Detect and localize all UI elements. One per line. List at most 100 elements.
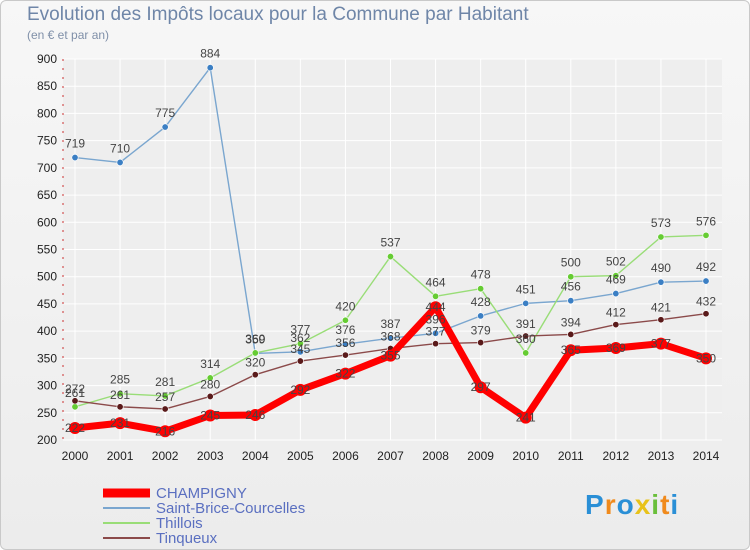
thillois-point <box>612 272 620 280</box>
champigny-point <box>204 409 217 422</box>
thillois-point <box>116 390 124 398</box>
thillois-data-label: 377 <box>290 323 310 337</box>
x-tick-label: 2005 <box>287 449 314 463</box>
y-tick-label: 800 <box>37 106 57 120</box>
logo-letter: P <box>585 489 605 520</box>
x-tick-label: 2001 <box>107 449 134 463</box>
thillois-data-label: 314 <box>200 357 220 371</box>
thillois-data-label: 285 <box>110 373 130 387</box>
tinqueux-point <box>296 357 304 365</box>
thillois-data-label: 478 <box>471 268 491 282</box>
saint_brice-data-label: 428 <box>471 295 491 309</box>
champigny-data-label: 322 <box>335 367 355 381</box>
champigny-data-label: 292 <box>290 383 310 397</box>
y-tick-label: 450 <box>37 297 57 311</box>
y-tick-label: 350 <box>37 351 57 365</box>
tinqueux-data-label: 345 <box>290 342 310 356</box>
x-tick-label: 2008 <box>422 449 449 463</box>
tinqueux-data-label: 280 <box>200 377 220 391</box>
saint_brice-data-label: 884 <box>200 47 220 61</box>
y-tick-label: 400 <box>37 324 57 338</box>
thillois-data-label: 573 <box>651 216 671 230</box>
logo-letter: x <box>634 489 652 520</box>
champigny-data-label: 241 <box>516 411 536 425</box>
tinqueux-point <box>206 392 214 400</box>
champigny-data-label: 246 <box>245 408 265 422</box>
thillois-point <box>71 403 79 411</box>
proxiti-logo: Proxiti <box>585 489 679 521</box>
y-tick-label: 250 <box>37 406 57 420</box>
champigny-data-label: 222 <box>65 421 85 435</box>
tinqueux-point <box>612 321 620 329</box>
saint_brice-point <box>657 278 665 286</box>
saint_brice-point <box>341 340 349 348</box>
saint_brice-point <box>116 158 124 166</box>
champigny-point <box>519 411 532 424</box>
thillois-point <box>567 273 575 281</box>
champigny-data-label: 355 <box>380 349 400 363</box>
legend-label-champigny: CHAMPIGNY <box>156 485 247 502</box>
champigny-data-label: 297 <box>471 380 491 394</box>
saint_brice-point <box>432 329 440 337</box>
thillois-point <box>296 340 304 348</box>
tinqueux-point <box>657 316 665 324</box>
tinqueux-data-label: 432 <box>696 295 716 309</box>
tinqueux-point <box>71 397 79 405</box>
champigny-point <box>654 337 667 350</box>
tinqueux-data-label: 272 <box>65 382 85 396</box>
saint_brice-point <box>477 312 485 320</box>
champigny-data-label: 365 <box>561 343 581 357</box>
tinqueux-data-label: 356 <box>335 336 355 350</box>
y-tick-label: 700 <box>37 161 57 175</box>
legend-label-thillois: Thillois <box>156 515 203 532</box>
champigny-point <box>474 381 487 394</box>
champigny-point <box>69 422 81 435</box>
tinqueux-point <box>522 332 530 340</box>
thillois-data-label: 500 <box>561 256 581 270</box>
x-tick-label: 2009 <box>467 449 494 463</box>
tinqueux-point <box>251 371 259 379</box>
champigny-point <box>429 301 442 314</box>
y-tick-label: 550 <box>37 243 57 257</box>
y-tick-label: 650 <box>37 188 57 202</box>
x-tick-label: 2011 <box>558 449 584 463</box>
champigny-data-label: 369 <box>606 341 626 355</box>
saint_brice-point <box>567 297 575 305</box>
tinqueux-data-label: 421 <box>651 301 671 315</box>
thillois-point <box>161 392 169 400</box>
thillois-data-label: 420 <box>335 299 355 313</box>
x-tick-label: 2004 <box>242 449 269 463</box>
thillois-point <box>432 292 440 300</box>
tinqueux-point <box>432 340 440 348</box>
chart-subtitle: (en € et par an) <box>27 28 110 42</box>
saint_brice-point <box>386 334 394 342</box>
x-tick-label: 2006 <box>332 449 359 463</box>
x-tick-label: 2014 <box>693 449 720 463</box>
x-tick-label: 2007 <box>377 449 404 463</box>
champigny-data-label: 216 <box>155 424 175 438</box>
chart-title: Evolution des Impôts locaux pour la Comm… <box>27 4 529 25</box>
tinqueux-data-label: 320 <box>245 356 265 370</box>
saint_brice-data-label: 775 <box>155 106 175 120</box>
x-tick-label: 2010 <box>512 449 539 463</box>
thillois-data-label: 360 <box>516 332 536 346</box>
thillois-data-label: 576 <box>696 214 716 228</box>
x-tick-label: 2002 <box>152 449 179 463</box>
logo-letter: i <box>670 489 680 520</box>
saint_brice-data-label: 719 <box>65 137 85 151</box>
logo-letter: i <box>651 489 661 520</box>
x-tick-label: 2012 <box>603 449 630 463</box>
tinqueux-point <box>341 351 349 359</box>
y-tick-label: 200 <box>37 433 57 447</box>
tinqueux-data-label: 394 <box>561 315 581 329</box>
y-tick-label: 750 <box>37 134 57 148</box>
saint_brice-data-label: 387 <box>380 317 400 331</box>
champigny-data-label: 377 <box>651 337 671 351</box>
tinqueux-data-label: 377 <box>426 325 446 339</box>
y-tick-label: 600 <box>37 215 57 229</box>
thillois-point <box>477 285 485 293</box>
y-tick-label: 500 <box>37 270 57 284</box>
champigny-point <box>564 344 577 357</box>
tinqueux-point <box>702 310 710 318</box>
y-tick-label: 300 <box>37 379 57 393</box>
